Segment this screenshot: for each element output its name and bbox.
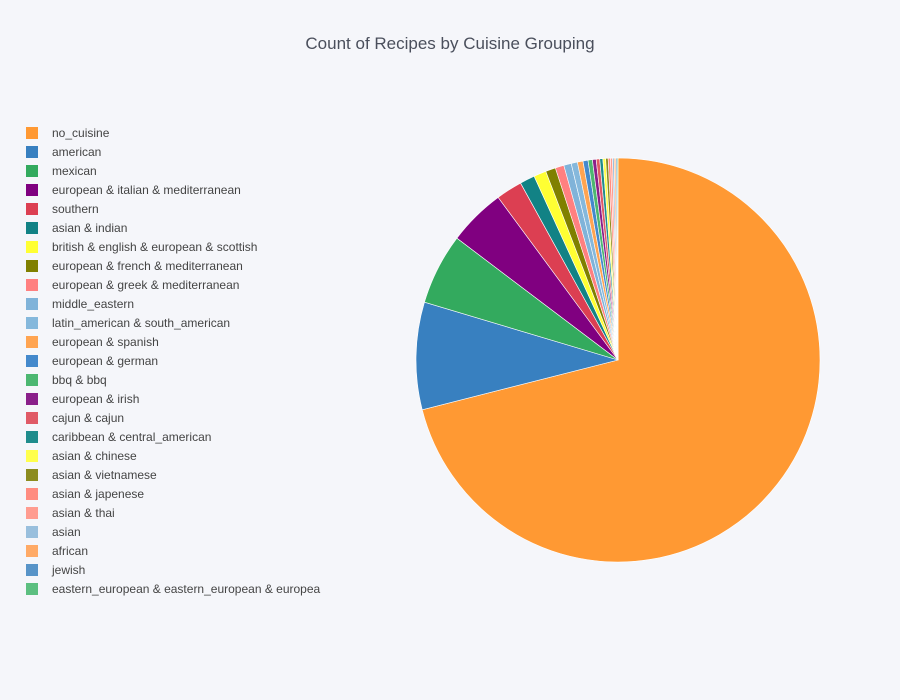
- legend-swatch: [26, 278, 38, 291]
- legend-swatch: [26, 582, 38, 595]
- legend-label: asian & indian: [52, 220, 128, 235]
- legend-swatch: [26, 335, 38, 348]
- legend-item[interactable]: middle_eastern: [26, 294, 356, 313]
- legend-label: european & greek & mediterranean: [52, 277, 240, 292]
- legend-swatch: [26, 449, 38, 462]
- legend-item[interactable]: european & irish: [26, 389, 356, 408]
- legend-item[interactable]: british & english & european & scottish: [26, 237, 356, 256]
- pie-slice-1[interactable]: [415, 301, 620, 411]
- legend-swatch: [26, 468, 38, 481]
- legend-item[interactable]: european & german: [26, 351, 356, 370]
- pie-slices: [415, 157, 821, 563]
- legend-label: eastern_european & eastern_european & eu…: [52, 581, 321, 596]
- legend-item[interactable]: eastern_european & eastern_european & eu…: [26, 579, 356, 598]
- legend-item[interactable]: southern: [26, 199, 356, 218]
- legend-item[interactable]: latin_american & south_american: [26, 313, 356, 332]
- legend-label: jewish: [52, 562, 86, 577]
- legend-swatch: [26, 316, 38, 329]
- legend-label: asian & vietnamese: [52, 467, 157, 482]
- legend-swatch: [26, 411, 38, 424]
- legend-swatch: [26, 221, 38, 234]
- legend-swatch: [26, 354, 38, 367]
- legend-label: european & irish: [52, 391, 140, 406]
- legend-item[interactable]: asian & thai: [26, 503, 356, 522]
- legend-swatch: [26, 563, 38, 576]
- legend-swatch: [26, 525, 38, 538]
- legend-item[interactable]: european & greek & mediterranean: [26, 275, 356, 294]
- legend-item[interactable]: european & italian & mediterranean: [26, 180, 356, 199]
- legend-item[interactable]: american: [26, 142, 356, 161]
- legend-label: bbq & bbq: [52, 372, 107, 387]
- legend: no_cuisine american mexican european & ital…: [26, 123, 356, 598]
- legend-label: african: [52, 543, 89, 558]
- legend-label: no_cuisine: [52, 125, 110, 140]
- legend-item[interactable]: caribbean & central_american: [26, 427, 356, 446]
- legend-swatch: [26, 544, 38, 557]
- legend-label: european & spanish: [52, 334, 159, 349]
- legend-label: middle_eastern: [52, 296, 135, 311]
- legend-swatch: [26, 297, 38, 310]
- legend-item[interactable]: bbq & bbq: [26, 370, 356, 389]
- legend-label: cajun & cajun: [52, 410, 125, 425]
- legend-item[interactable]: mexican: [26, 161, 356, 180]
- legend-label: asian: [52, 524, 81, 539]
- legend-label: european & italian & mediterranean: [52, 182, 241, 197]
- legend-item[interactable]: jewish: [26, 560, 356, 579]
- legend-label: mexican: [52, 163, 97, 178]
- legend-swatch: [26, 430, 38, 443]
- legend-item[interactable]: european & french & mediterranean: [26, 256, 356, 275]
- legend-label: asian & thai: [52, 505, 115, 520]
- legend-label: southern: [52, 201, 99, 216]
- legend-label: asian & japenese: [52, 486, 145, 501]
- chart-title: Count of Recipes by Cuisine Grouping: [305, 34, 595, 53]
- legend-label: caribbean & central_american: [52, 429, 212, 444]
- legend-item[interactable]: cajun & cajun: [26, 408, 356, 427]
- legend-item[interactable]: asian & japenese: [26, 484, 356, 503]
- legend-item[interactable]: asian: [26, 522, 356, 541]
- legend-swatch: [26, 145, 38, 158]
- pie-slice-24[interactable]: [616, 157, 619, 361]
- legend-swatch: [26, 164, 38, 177]
- legend-swatch: [26, 259, 38, 272]
- legend-item[interactable]: no_cuisine: [26, 123, 356, 142]
- legend-item[interactable]: asian & chinese: [26, 446, 356, 465]
- legend-swatch: [26, 506, 38, 519]
- legend-item[interactable]: european & spanish: [26, 332, 356, 351]
- legend-label: asian & chinese: [52, 448, 137, 463]
- legend-item[interactable]: asian & indian: [26, 218, 356, 237]
- legend-label: european & german: [52, 353, 159, 368]
- legend-item[interactable]: asian & vietnamese: [26, 465, 356, 484]
- legend-item[interactable]: african: [26, 541, 356, 560]
- legend-swatch: [26, 392, 38, 405]
- legend-swatch: [26, 202, 38, 215]
- legend-swatch: [26, 126, 38, 139]
- legend-swatch: [26, 240, 38, 253]
- legend-swatch: [26, 183, 38, 196]
- pie-slice-0[interactable]: [421, 157, 821, 563]
- legend-label: latin_american & south_american: [52, 315, 231, 330]
- legend-label: british & english & european & scottish: [52, 239, 258, 254]
- legend-label: american: [52, 144, 102, 159]
- legend-swatch: [26, 373, 38, 386]
- legend-swatch: [26, 487, 38, 500]
- legend-label: european & french & mediterranean: [52, 258, 243, 273]
